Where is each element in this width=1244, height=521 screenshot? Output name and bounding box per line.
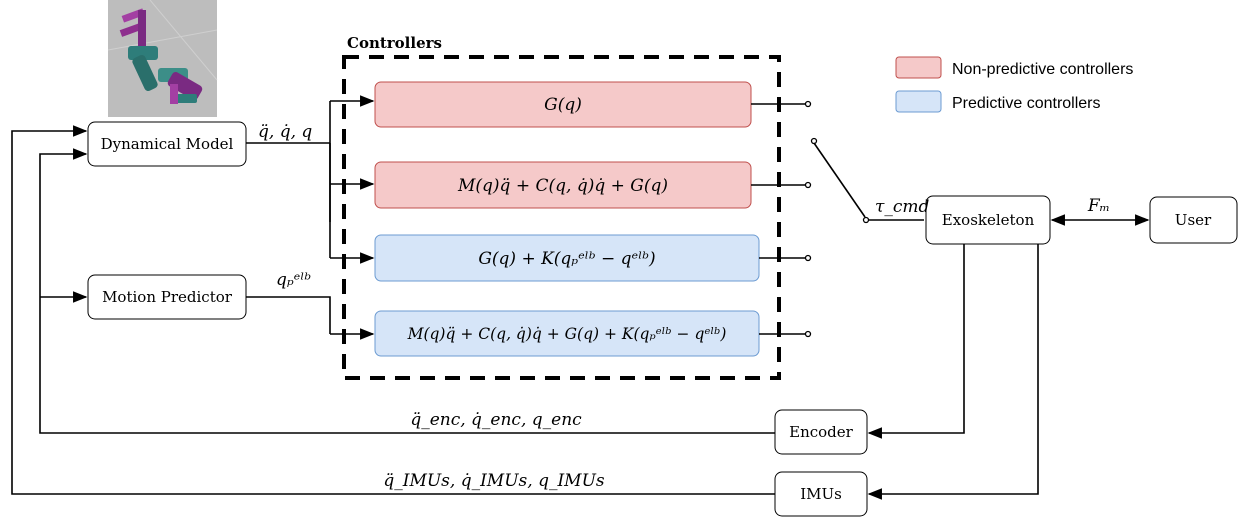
controller-formula: M(q)q̈ + C(q, q̇)q̇ + G(q)	[457, 176, 668, 196]
motion-predictor-label: Motion Predictor	[102, 288, 233, 306]
legend: Non-predictive controllers Predictive co…	[895, 56, 1133, 113]
controller-gravity-predictive: G(q) + K(qₚᵉˡᵇ − qᵉˡᵇ)	[374, 234, 760, 282]
legend-label-predictive: Predictive controllers	[952, 95, 1101, 112]
legend-label-non-predictive: Non-predictive controllers	[952, 61, 1133, 78]
model-output-label: q̈, q̇, q	[258, 122, 312, 142]
encoder-label: Encoder	[789, 423, 854, 441]
interaction-force-label: Fₘ	[1087, 196, 1110, 216]
exoskeleton-label: Exoskeleton	[942, 211, 1035, 229]
controller-formula: M(q)q̈ + C(q, q̇)q̇ + G(q) + K(qₚᵉˡᵇ − q…	[407, 325, 727, 343]
imu-feedback-label: q̈_IMUs, q̇_IMUs, q_IMUs	[383, 471, 605, 491]
torque-command-label: τ_cmd	[875, 197, 930, 217]
controller-formula: G(q) + K(qₚᵉˡᵇ − qᵉˡᵇ)	[478, 249, 655, 269]
encoder-block	[774, 409, 868, 455]
predictor-output-label: qₚᵉˡᵇ	[276, 270, 311, 290]
user-label: User	[1175, 211, 1212, 229]
controller-full-predictive: M(q)q̈ + C(q, q̇)q̇ + G(q) + K(qₚᵉˡᵇ − q…	[374, 310, 760, 357]
controllers-group-title: Controllers	[347, 34, 442, 52]
selector-switch	[813, 142, 866, 218]
imus-label: IMUs	[800, 485, 842, 503]
controller-gravity: G(q)	[374, 81, 752, 128]
dynamical-model-block	[87, 121, 247, 167]
controller-formula: G(q)	[544, 95, 582, 115]
exoskeleton-block	[925, 195, 1051, 245]
legend-swatch-predictive	[895, 90, 942, 113]
controller-full-dynamics: M(q)q̈ + C(q, q̇)q̇ + G(q)	[374, 161, 752, 209]
switch-contact	[810, 137, 818, 145]
dynamical-model-label: Dynamical Model	[101, 135, 234, 153]
user-block	[1149, 196, 1238, 244]
legend-swatch-non-predictive	[895, 56, 942, 79]
encoder-feedback-label: q̈_enc, q̇_enc, q_enc	[410, 410, 582, 430]
controllers-group-frame	[342, 55, 781, 380]
signal-wires	[11, 95, 1150, 500]
exoskeleton-arm-render-icon	[107, 0, 218, 117]
